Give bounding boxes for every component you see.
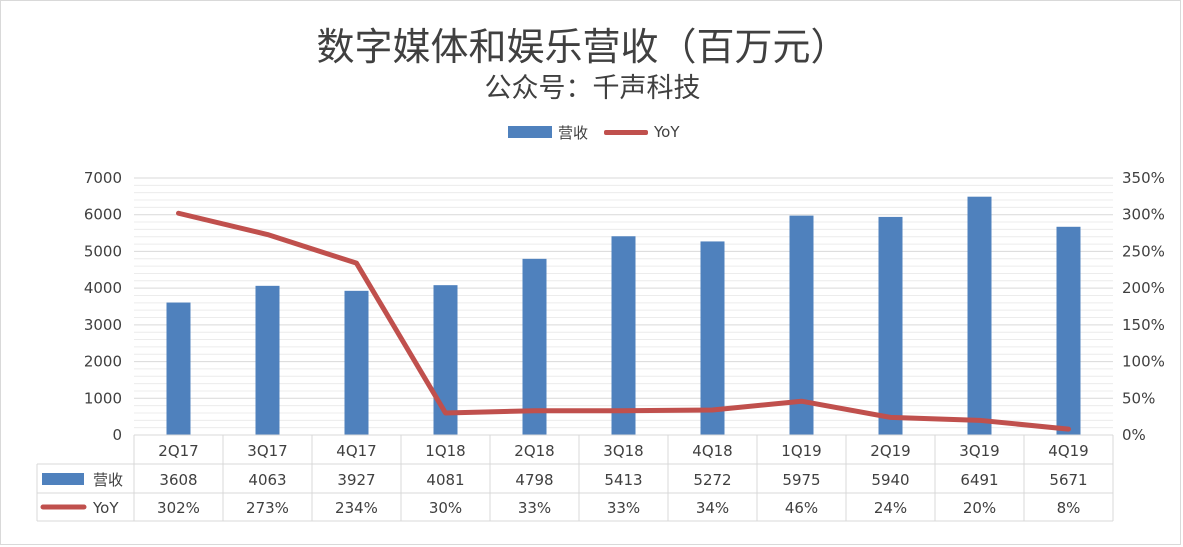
chart-subtitle: 公众号：千声科技 xyxy=(484,73,701,104)
y-left-tick-label: 3000 xyxy=(84,316,122,334)
table-revenue-value: 5272 xyxy=(693,471,731,489)
x-category-label: 2Q19 xyxy=(870,442,910,460)
legend-bar-label: 营收 xyxy=(558,123,589,142)
bar-4Q17 xyxy=(344,290,369,435)
table-revenue-value: 5413 xyxy=(604,471,642,489)
x-category-label: 1Q19 xyxy=(781,442,821,460)
table-yoy-value: 20% xyxy=(963,499,996,517)
x-category-label: 3Q18 xyxy=(603,442,643,460)
y-left-tick-label: 7000 xyxy=(84,169,122,187)
table-yoy-value: 33% xyxy=(607,499,640,517)
table-revenue-value: 4798 xyxy=(515,471,553,489)
bar-4Q19 xyxy=(1056,226,1081,435)
table-revenue-value: 4081 xyxy=(426,471,464,489)
legend-line-label: YoY xyxy=(654,123,680,141)
table-revenue-value: 3927 xyxy=(337,471,375,489)
y-left-tick-label: 1000 xyxy=(84,389,122,407)
y-left-tick-label: 6000 xyxy=(84,206,122,224)
bar-2Q17 xyxy=(166,302,191,435)
table-revenue-value: 5940 xyxy=(871,471,909,489)
y-right-tick-label: 300% xyxy=(1122,206,1165,224)
table-revenue-value: 3608 xyxy=(159,471,197,489)
table-revenue-value: 4063 xyxy=(248,471,286,489)
bar-2Q19 xyxy=(878,216,903,435)
table-yoy-value: 33% xyxy=(518,499,551,517)
y-right-tick-label: 150% xyxy=(1122,316,1165,334)
table-yoy-value: 46% xyxy=(785,499,818,517)
table-yoy-value: 302% xyxy=(157,499,200,517)
table-revenue-value: 6491 xyxy=(960,471,998,489)
bar-3Q18 xyxy=(611,236,636,435)
legend-bar-swatch xyxy=(508,126,552,138)
x-category-label: 4Q18 xyxy=(692,442,732,460)
y-right-tick-label: 200% xyxy=(1122,279,1165,297)
y-right-tick-label: 50% xyxy=(1122,389,1155,407)
table-line-row-label: YoY xyxy=(92,499,119,517)
y-left-tick-label: 2000 xyxy=(84,353,122,371)
table-yoy-value: 273% xyxy=(246,499,289,517)
table-yoy-value: 30% xyxy=(429,499,462,517)
x-category-label: 4Q19 xyxy=(1048,442,1088,460)
table-yoy-value: 8% xyxy=(1057,499,1081,517)
legend: 营收 YoY xyxy=(508,122,680,142)
y-left-tick-label: 0 xyxy=(112,426,122,444)
x-category-label: 3Q17 xyxy=(247,442,287,460)
table-yoy-value: 234% xyxy=(335,499,378,517)
y-left-tick-label: 5000 xyxy=(84,242,122,260)
y-right-tick-label: 0% xyxy=(1122,426,1146,444)
table-revenue-value: 5671 xyxy=(1049,471,1087,489)
table-bar-row-label: 营收 xyxy=(93,471,123,489)
x-category-label: 2Q17 xyxy=(158,442,198,460)
y-right-tick-label: 250% xyxy=(1122,242,1165,260)
y-right-tick-label: 100% xyxy=(1122,353,1165,371)
x-category-label: 3Q19 xyxy=(959,442,999,460)
x-category-label: 1Q18 xyxy=(425,442,465,460)
bar-1Q19 xyxy=(789,215,814,435)
y-left-tick-label: 4000 xyxy=(84,279,122,297)
y-right-tick-label: 350% xyxy=(1122,169,1165,187)
chart-title: 数字媒体和娱乐营收（百万元） xyxy=(316,25,849,69)
x-category-label: 2Q18 xyxy=(514,442,554,460)
table-bar-legend-key xyxy=(42,473,84,485)
bar-4Q18 xyxy=(700,241,725,435)
table-revenue-value: 5975 xyxy=(782,471,820,489)
legend-line-swatch xyxy=(604,129,649,135)
yoy-line xyxy=(176,210,1071,432)
bar-2Q18 xyxy=(522,258,547,435)
bar-3Q17 xyxy=(255,285,280,435)
x-category-label: 4Q17 xyxy=(336,442,376,460)
table-yoy-value: 34% xyxy=(696,499,729,517)
table-yoy-value: 24% xyxy=(874,499,907,517)
bar-3Q19 xyxy=(967,196,992,435)
